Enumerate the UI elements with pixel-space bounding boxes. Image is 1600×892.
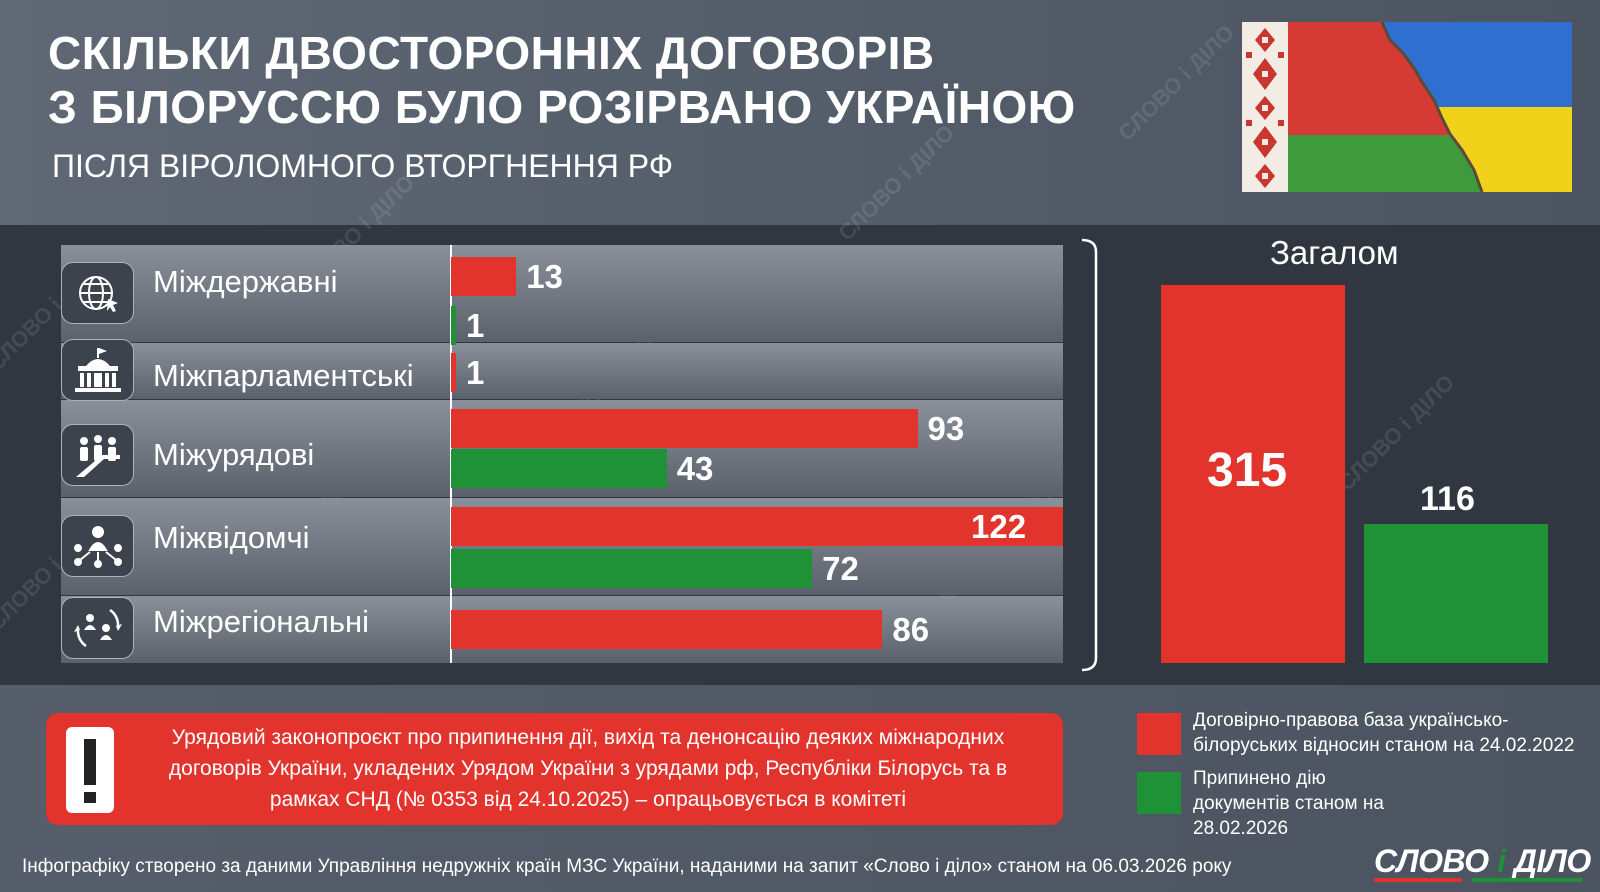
parliament-icon [61,339,134,401]
notice-banner: Урядовий законопроєкт про припинення дії… [46,713,1063,825]
page-title-line-2: З БІЛОРУССЮ БУЛО РОЗІРВАНО УКРАЇНОЮ [48,81,1076,133]
bar-terminated-3 [451,449,667,488]
bar-baseline-5 [451,610,883,649]
bar-baseline-3 [451,409,918,448]
category-label-interparliamentary: Міжпарламентські [153,358,414,393]
bar-value-label: 122 [971,508,1027,545]
exclamation-icon [66,727,114,813]
total-value-label: 315 [1207,444,1288,497]
notice-text: Урядовий законопроєкт про припинення дії… [168,726,1008,811]
bar-value-label: 1 [466,307,485,344]
globe-icon [61,262,134,324]
regions-icon [61,597,134,659]
row-background-1 [61,245,1063,342]
brand-logo: СЛОВО і ДІЛО [1374,843,1591,879]
legend-label-green: Припинено дію документів станом на 28.02… [1193,768,1384,839]
page-subtitle: ПІСЛЯ ВІРОЛОМНОГО ВТОРГНЕННЯ РФ [52,148,674,184]
bar-terminated-1 [451,306,457,345]
belarus-ukraine-flag-image [1242,22,1572,192]
bar-baseline-1 [451,257,517,296]
bar-value-label: 1 [466,354,485,391]
bar-value-label: 72 [822,550,859,587]
category-label-interregional: Міжрегіональні [153,604,369,639]
category-label-interagency: Міжвідомчі [153,520,310,555]
bar-value-label: 43 [676,450,714,487]
legend-swatch-red [1137,713,1181,755]
brand-logo-underline [1374,878,1582,882]
bar-value-label: 13 [526,258,563,295]
total-bar-baseline [1161,285,1345,663]
category-label-intergovernmental: Міжурядові [153,437,315,472]
category-label-interstate: Міждержавні [153,264,338,299]
bar-baseline-4 [451,507,1063,546]
source-footnote: Інфографіку створено за даними Управлінн… [22,856,1232,877]
legend-swatch-green [1137,772,1181,814]
total-value-label: 116 [1420,479,1475,518]
total-bar-terminated [1364,523,1548,663]
bar-value-label: 93 [927,410,965,447]
bar-value-label: 86 [892,611,930,648]
bar-terminated-4 [451,549,813,588]
bracket-decoration [1081,238,1098,672]
bar-baseline-2 [451,353,457,392]
government-icon [61,424,134,486]
network-icon [61,515,134,577]
row-background-2 [61,343,1063,399]
page-title-line-1: СКІЛЬКИ ДВОСТОРОННІХ ДОГОВОРІВ [48,27,935,79]
legend-label-red: Договірно-правова база українсько-білору… [1193,710,1575,756]
total-chart-title: Загалом [1270,234,1399,271]
